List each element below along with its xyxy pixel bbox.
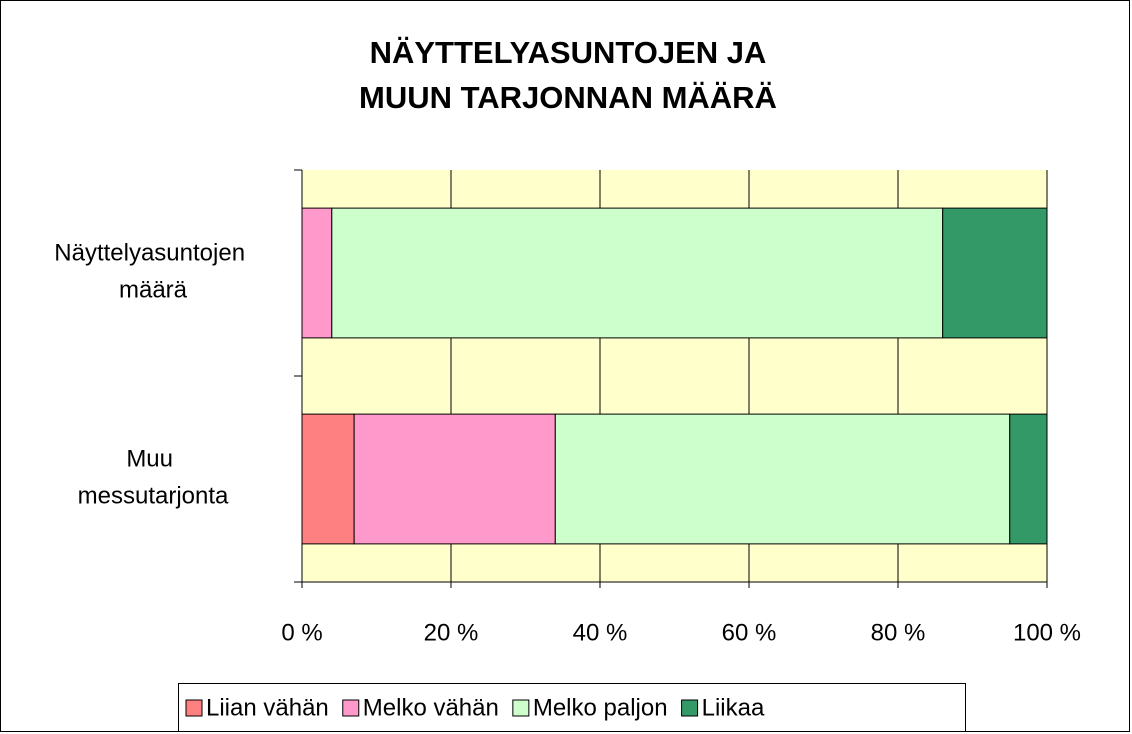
y-tick-label-line: määrä: [119, 277, 188, 304]
x-tick-label: 80 %: [871, 619, 926, 646]
legend-swatch: [342, 699, 360, 717]
legend-swatch: [681, 699, 699, 717]
x-tick-label: 100 %: [1013, 619, 1081, 646]
legend-label: Liian vähän: [206, 694, 329, 721]
x-tick-label: 40 %: [573, 619, 628, 646]
x-tick-label: 0 %: [281, 619, 322, 646]
y-tick-label: Näyttelyasuntojen määrä: [54, 240, 251, 304]
chart-title: MUUN TARJONNAN MÄÄRÄ: [359, 80, 777, 115]
bar-segment: [1009, 413, 1048, 545]
y-tick-label-line: Näyttelyasuntojen: [54, 240, 251, 267]
y-tick-label: Muu messutarjonta: [78, 446, 229, 510]
bar-segment: [554, 413, 1011, 545]
legend-label: Melko paljon: [533, 694, 668, 721]
y-tick-label-line: messutarjonta: [78, 483, 229, 510]
legend-swatch: [512, 699, 530, 717]
y-tick-label-line: Muu: [126, 446, 179, 473]
bar-segment: [331, 207, 944, 339]
chart-title: NÄYTTELYASUNTOJEN JA: [370, 35, 767, 70]
legend-label: Melko vähän: [363, 694, 499, 721]
legend-label: Liikaa: [702, 694, 765, 721]
legend-box: [178, 683, 966, 732]
bar-segment: [301, 207, 333, 339]
x-tick-label: 60 %: [722, 619, 777, 646]
legend-swatch: [185, 699, 203, 717]
bar-segment: [301, 413, 355, 545]
bar-segment: [942, 207, 1048, 339]
bar-segment: [353, 413, 556, 545]
x-tick-label: 20 %: [424, 619, 479, 646]
